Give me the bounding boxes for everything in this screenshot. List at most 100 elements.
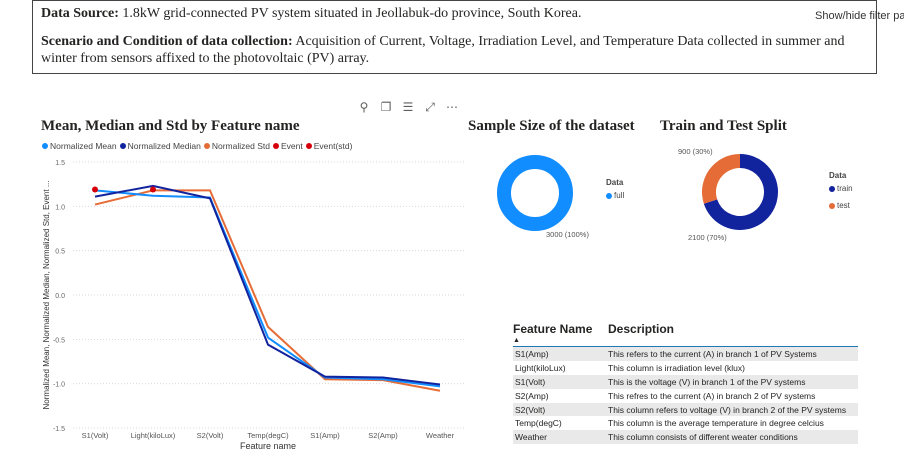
train-test-legend-title: Data <box>829 171 847 180</box>
table-row[interactable]: Weather This column consists of different… <box>513 430 858 445</box>
y-tick-label: 0.5 <box>55 249 65 256</box>
feature-name-cell: S1(Amp) <box>515 348 549 359</box>
sample-size-title: Sample Size of the dataset <box>468 118 635 134</box>
legend-train-dot <box>829 185 835 192</box>
description-cell: This is the voltage (V) in branch 1 of t… <box>608 376 806 387</box>
filter-pane-tooltip: Show/hide filter par <box>815 10 904 22</box>
legend-event-std-dot <box>305 143 312 149</box>
y-axis-label: Normalized Mean, Normalized Median, Norm… <box>42 181 51 410</box>
x-tick-label: S2(Amp) <box>368 431 398 440</box>
focus-mode-icon[interactable]: ⤢ <box>425 100 435 114</box>
description-cell: This refers to the current (A) in branch… <box>608 348 817 359</box>
copy-icon[interactable]: ❐ <box>380 100 392 114</box>
x-tick-label: Light(kiloLux) <box>131 431 176 440</box>
legend-mean-dot <box>42 143 48 149</box>
legend-mean-label: Normalized Mean <box>50 141 117 151</box>
legend-train-label: train <box>837 184 853 193</box>
donut-slice-test[interactable] <box>702 154 740 204</box>
y-tick-label: 1.5 <box>55 160 65 167</box>
header-description[interactable]: Description <box>608 322 675 336</box>
mean-line <box>94 189 441 388</box>
legend-std-dot <box>203 143 210 149</box>
table-row[interactable]: S1(Volt) This is the voltage (V) in branc… <box>513 374 858 389</box>
data-source-label: Data Source: <box>41 6 119 21</box>
legend-full-dot <box>606 192 612 199</box>
train-slice-label: 2100 (70%) <box>688 233 727 242</box>
legend-event-dot <box>272 143 279 149</box>
line-chart-legend: Normalized Mean Normalized Median Normal… <box>42 141 352 151</box>
feature-name-cell: S1(Volt) <box>515 376 546 387</box>
legend-event[interactable]: Event <box>272 141 303 151</box>
description-cell: This column refers to voltage (V) in bra… <box>608 404 847 415</box>
donut-slice-full[interactable] <box>497 155 573 231</box>
feature-name-cell: S2(Amp) <box>515 390 549 401</box>
legend-median-dot <box>119 143 126 149</box>
feature-description-table: Feature Name Description ▲ S1(Amp) This r… <box>513 320 858 445</box>
y-tick-label: -1.0 <box>53 382 65 389</box>
test-slice-label: 900 (30%) <box>678 147 713 156</box>
legend-std[interactable]: Normalized Std <box>203 141 270 151</box>
std-line <box>94 189 441 392</box>
event-point <box>92 186 98 193</box>
feature-name-cell: Weather <box>515 432 547 443</box>
legend-full-label: full <box>614 191 625 200</box>
train-test-title: Train and Test Split <box>660 118 787 134</box>
legend-event-label: Event <box>280 141 303 151</box>
feature-name-cell: Light(kiloLux) <box>515 362 566 373</box>
y-tick-label: 1.0 <box>55 204 65 211</box>
x-tick-label: S1(Volt) <box>82 431 109 440</box>
pin-icon[interactable]: ⚲ <box>359 100 369 114</box>
x-tick-label: Weather <box>426 431 455 440</box>
x-tick-label: S1(Amp) <box>310 431 340 440</box>
event-point <box>150 186 156 193</box>
legend-median[interactable]: Normalized Median <box>119 141 201 151</box>
sample-size-legend: Data full <box>606 178 624 208</box>
legend-test-label: test <box>837 201 850 210</box>
legend-test[interactable]: test <box>829 201 853 210</box>
table-row[interactable]: Light(kiloLux) This column is irradiation… <box>513 361 858 375</box>
sample-size-slice-label: 3000 (100%) <box>546 230 589 239</box>
legend-mean[interactable]: Normalized Mean <box>42 141 117 151</box>
x-tick-label: Temp(degC) <box>247 431 289 440</box>
filter-icon[interactable]: ☰ <box>402 100 414 114</box>
train-test-donut[interactable] <box>695 140 795 240</box>
x-tick-label: S2(Volt) <box>197 431 224 440</box>
scenario-label: Scenario and Condition of data collectio… <box>41 34 293 49</box>
sample-size-donut[interactable] <box>490 148 600 243</box>
donut-slice-train[interactable] <box>703 154 778 230</box>
data-source-info-box: Data Source: 1.8kW grid-connected PV sys… <box>32 0 877 74</box>
line-chart-title: Mean, Median and Std by Feature name <box>41 118 300 134</box>
x-axis-label: Feature name <box>240 441 296 451</box>
table-row[interactable]: S1(Amp) This refers to the current (A) in… <box>513 347 858 361</box>
legend-test-dot <box>829 202 835 209</box>
visual-toolbar: ⚲ ❐ ☰ ⤢ ⋯ <box>356 100 460 115</box>
table-row[interactable]: S2(Volt) This column refers to voltage (V… <box>513 402 858 417</box>
feature-name-cell: S2(Volt) <box>515 404 546 415</box>
median-line <box>94 184 441 386</box>
train-test-legend: Data train test <box>829 171 853 218</box>
scenario-text: Acquisition of Current, Voltage, Irradia… <box>41 34 845 66</box>
legend-train[interactable]: train <box>829 184 853 193</box>
legend-std-label: Normalized Std <box>211 141 270 151</box>
more-options-icon[interactable]: ⋯ <box>446 100 458 114</box>
table-row[interactable]: Temp(degC) This column is the average tem… <box>513 416 858 430</box>
table-header: Feature Name Description <box>513 320 858 336</box>
legend-event-std-label: Event(std) <box>313 141 353 151</box>
y-tick-label: -1.5 <box>53 426 65 433</box>
y-tick-label: 0.0 <box>55 293 65 300</box>
feature-name-cell: Temp(degC) <box>515 418 562 429</box>
description-cell: This column is irradiation level (klux) <box>608 362 745 373</box>
description-cell: This column consists of different weater… <box>608 432 798 443</box>
legend-full[interactable]: full <box>606 191 624 200</box>
legend-median-label: Normalized Median <box>127 141 201 151</box>
sort-ascending-icon[interactable]: ▲ <box>513 336 858 347</box>
data-source-text: 1.8kW grid-connected PV system situated … <box>118 6 582 21</box>
sample-size-legend-title: Data <box>606 178 624 187</box>
legend-event-std[interactable]: Event(std) <box>305 141 353 151</box>
header-feature-name[interactable]: Feature Name <box>513 322 593 336</box>
y-tick-label: -0.5 <box>53 337 65 344</box>
description-cell: This column is the average temperature i… <box>608 418 824 429</box>
table-row[interactable]: S2(Amp) This refres to the current (A) in… <box>513 389 858 403</box>
description-cell: This refres to the current (A) in branch… <box>608 390 816 401</box>
